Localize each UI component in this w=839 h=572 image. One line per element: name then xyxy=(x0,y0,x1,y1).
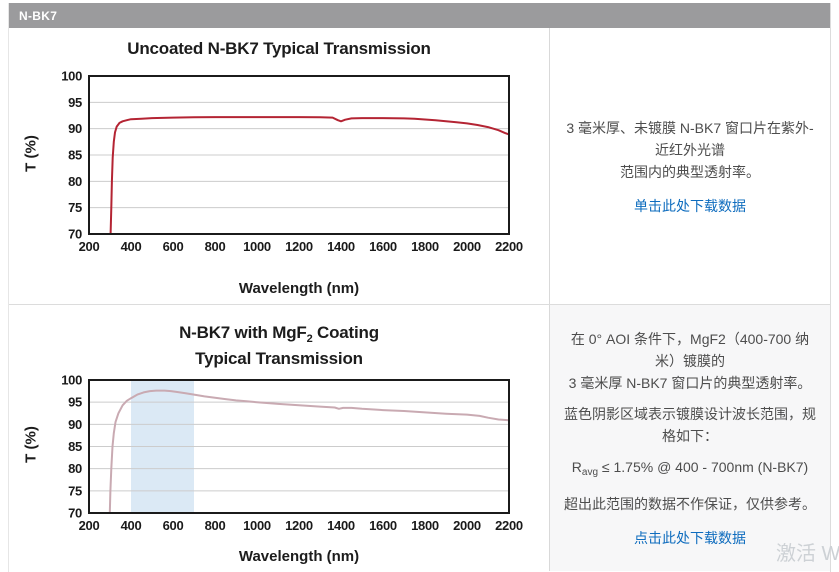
description-line: 3 毫米厚 N-BK7 窗口片的典型透射率。 xyxy=(568,375,812,391)
svg-text:200: 200 xyxy=(79,239,100,254)
row-uncoated: Uncoated N-BK7 Typical Transmission T (%… xyxy=(9,28,830,305)
coating-spec: Ravg ≤ 1.75% @ 400 - 700nm (N-BK7) xyxy=(571,459,809,478)
subscript-avg: avg xyxy=(581,467,599,478)
y-axis-label: T (%) xyxy=(22,135,40,172)
transmission-chart-coated: 200 400 600 800 1000 1200 1400 1600 1800 2000 2200… xyxy=(61,373,523,534)
disclaimer-text: 超出此范围的数据不作保证，仅供参考。 xyxy=(564,496,816,512)
svg-text:100: 100 xyxy=(61,69,82,84)
description-line: 在 0° AOI 条件下，MgF2（400-700 纳米）镀膜的 xyxy=(570,331,810,369)
svg-text:800: 800 xyxy=(205,239,226,254)
svg-text:95: 95 xyxy=(68,95,82,110)
svg-text:70: 70 xyxy=(68,506,82,521)
svg-text:1600: 1600 xyxy=(369,239,397,254)
description-panel-coated: 在 0° AOI 条件下，MgF2（400-700 纳米）镀膜的 3 毫米厚 N… xyxy=(549,305,830,571)
svg-text:2000: 2000 xyxy=(453,239,481,254)
shaded-region-note: 蓝色阴影区域表示镀膜设计波长范围，规格如下： xyxy=(564,406,816,444)
x-axis-label: Wavelength (nm) xyxy=(238,280,360,297)
chart-title-uncoated: Uncoated N-BK7 Typical Transmission xyxy=(127,39,431,58)
row-coated: N-BK7 with MgF2 Coating Typical Transmis… xyxy=(9,305,830,571)
chart-title-line2: Typical Transmission xyxy=(195,349,363,368)
svg-text:95: 95 xyxy=(68,395,82,410)
svg-text:80: 80 xyxy=(68,174,82,189)
svg-text:1400: 1400 xyxy=(327,518,355,533)
subscript-2: 2 xyxy=(306,333,313,345)
svg-text:1200: 1200 xyxy=(285,518,313,533)
chart-title-line1: N-BK7 with MgF2 Coating xyxy=(179,323,379,345)
x-axis-label: Wavelength (nm) xyxy=(238,548,360,565)
transmission-chart-uncoated: 200 400 600 800 1000 1200 1400 1600 1800 2000 2200… xyxy=(61,69,523,255)
svg-text:1000: 1000 xyxy=(243,518,271,533)
svg-text:800: 800 xyxy=(205,518,226,533)
description-line: 3 毫米厚、未镀膜 N-BK7 窗口片在紫外-近红外光谱 xyxy=(566,119,814,158)
description-line: 范围内的典型透射率。 xyxy=(620,163,760,180)
description-panel-uncoated: 3 毫米厚、未镀膜 N-BK7 窗口片在紫外-近红外光谱 范围内的典型透射率。 … xyxy=(549,28,830,304)
chart-cell-coated: N-BK7 with MgF2 Coating Typical Transmis… xyxy=(9,305,549,571)
svg-text:85: 85 xyxy=(68,439,82,454)
svg-text:70: 70 xyxy=(68,227,82,242)
svg-text:1800: 1800 xyxy=(411,518,439,533)
svg-text:75: 75 xyxy=(68,483,82,498)
y-axis-label: T (%) xyxy=(22,426,40,463)
svg-text:90: 90 xyxy=(68,121,82,136)
svg-text:85: 85 xyxy=(68,148,82,163)
content-table: N-BK7 Uncoated N-BK7 Typical Transmissio… xyxy=(8,3,831,572)
svg-text:2200: 2200 xyxy=(495,239,523,254)
svg-text:600: 600 xyxy=(163,239,184,254)
svg-text:80: 80 xyxy=(68,461,82,476)
section-header-bar: N-BK7 xyxy=(9,3,830,28)
svg-text:2000: 2000 xyxy=(453,518,481,533)
section-title: N-BK7 xyxy=(19,8,58,23)
svg-text:1000: 1000 xyxy=(243,239,271,254)
svg-text:1200: 1200 xyxy=(285,239,313,254)
svg-text:1400: 1400 xyxy=(327,239,355,254)
chart-cell-uncoated: Uncoated N-BK7 Typical Transmission T (%… xyxy=(9,28,549,304)
svg-text:200: 200 xyxy=(79,518,100,533)
download-data-link-uncoated[interactable]: 单击此处下载数据 xyxy=(634,197,746,214)
svg-text:1800: 1800 xyxy=(411,239,439,254)
svg-text:400: 400 xyxy=(121,518,142,533)
chart-title-coated: N-BK7 with MgF2 Coating Typical Transmis… xyxy=(9,323,549,369)
svg-text:400: 400 xyxy=(121,239,142,254)
svg-text:600: 600 xyxy=(163,518,184,533)
svg-text:1600: 1600 xyxy=(369,518,397,533)
download-data-link-coated[interactable]: 点击此处下载数据 xyxy=(634,530,746,546)
svg-text:100: 100 xyxy=(61,373,82,388)
svg-text:75: 75 xyxy=(68,200,82,215)
svg-text:90: 90 xyxy=(68,417,82,432)
svg-text:2200: 2200 xyxy=(495,518,523,533)
